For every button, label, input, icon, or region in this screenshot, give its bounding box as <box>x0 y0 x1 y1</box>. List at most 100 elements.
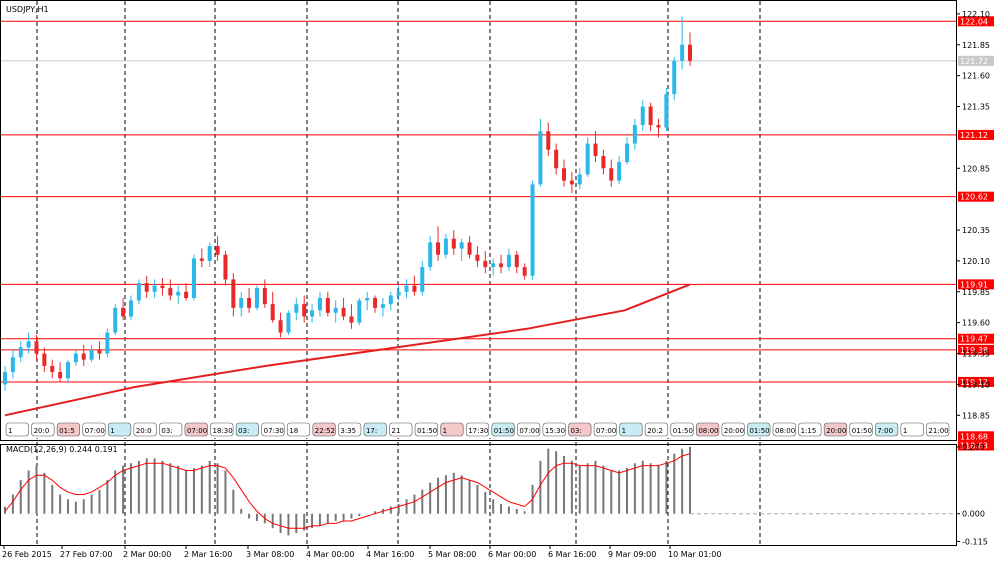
level-price-tag-label: 122.04 <box>960 17 988 26</box>
candle-body <box>664 94 669 128</box>
macd-panel-frame <box>0 444 957 546</box>
time-tick-label: 4 Mar 00:00 <box>306 550 354 559</box>
candle-body <box>436 242 441 255</box>
candle-body <box>310 310 315 317</box>
candle-body <box>65 362 70 379</box>
event-tag <box>823 422 848 437</box>
candle-body <box>554 149 559 169</box>
macd-signal-line <box>4 453 691 529</box>
event-tag <box>747 422 771 437</box>
candle-body <box>609 168 614 181</box>
candle-body <box>373 297 378 308</box>
level-price-tag <box>958 16 994 27</box>
candle-body <box>294 304 299 313</box>
event-tag <box>874 422 899 437</box>
event-tag-label: 17:30 <box>468 427 488 435</box>
event-tag-label: 07:00 <box>596 427 616 435</box>
level-price-tag <box>958 333 994 344</box>
candle-body <box>121 307 126 317</box>
level-price-tag <box>958 440 994 451</box>
moving-average-line <box>4 283 691 417</box>
event-tag-label: 20:00 <box>724 427 744 435</box>
event-tag-label: 20:0 <box>34 427 50 435</box>
event-tag <box>798 422 822 437</box>
candle-body <box>428 242 433 268</box>
event-tag-label: 1 <box>903 427 907 435</box>
price-tick-label: 119.85 <box>962 288 990 297</box>
event-tag <box>593 422 617 437</box>
event-tag-label: 03: <box>238 427 249 435</box>
candle-body <box>483 260 488 268</box>
level-price-tag <box>958 431 994 442</box>
event-tag-label: 03: <box>161 427 172 435</box>
event-tag-label: 3:35 <box>340 427 356 435</box>
event-tag <box>184 422 208 437</box>
candle-body <box>577 174 582 185</box>
level-price-tag-label: 118.63 <box>960 441 988 450</box>
candle-body <box>176 291 181 296</box>
candle-body <box>380 304 385 308</box>
candle-body <box>317 297 322 311</box>
candle-body <box>42 353 47 366</box>
candle-body <box>81 353 86 360</box>
candle-body <box>105 332 110 354</box>
price-tick-label: 121.35 <box>962 103 990 112</box>
candle-body <box>302 304 307 317</box>
candle-body <box>152 285 157 292</box>
candle-body <box>262 288 267 305</box>
candle-body <box>451 238 456 249</box>
candle-body <box>499 263 504 268</box>
time-tick-label: 5 Mar 08:00 <box>428 550 476 559</box>
price-tick-label: 121.60 <box>962 72 990 81</box>
candle-body <box>656 125 661 128</box>
candle-body <box>522 267 527 276</box>
candle-body <box>506 254 511 268</box>
candle-body <box>73 353 78 363</box>
price-tick-label: 120.85 <box>962 164 990 173</box>
candle-body <box>34 341 39 354</box>
event-tag <box>5 422 29 437</box>
candle-body <box>333 307 338 313</box>
level-price-tag <box>958 376 994 387</box>
candle-body <box>396 291 401 296</box>
event-tag <box>849 422 873 437</box>
candle-body <box>514 254 519 268</box>
candle-body <box>18 347 23 358</box>
candle-body <box>388 295 393 305</box>
level-price-tag <box>958 344 994 355</box>
event-tag <box>772 422 796 437</box>
event-tag-label: 22:52 <box>315 427 335 435</box>
candle-body <box>538 131 543 185</box>
candle-body <box>357 300 362 323</box>
event-tag <box>389 422 413 437</box>
candle-body <box>601 155 606 169</box>
event-tag-label: 7:00 <box>877 427 893 435</box>
event-tag <box>619 422 643 437</box>
candle-body <box>136 283 141 301</box>
event-tag <box>312 422 336 437</box>
candle-body <box>239 297 244 308</box>
candle-body <box>254 288 259 308</box>
macd-tick-label: 0.278 <box>962 443 985 452</box>
price-tick-label: 119.10 <box>962 380 990 389</box>
price-panel-frame <box>0 0 957 441</box>
candle-body <box>231 279 236 308</box>
macd-label: MACD(12,26,9) 0.244 0.191 <box>6 445 118 454</box>
event-tag-label: 07:00 <box>85 427 105 435</box>
macd-panel <box>4 446 956 536</box>
candle-body <box>3 372 7 385</box>
event-tag <box>210 422 234 437</box>
event-tag <box>414 422 438 437</box>
candle-body <box>672 60 677 95</box>
event-tag <box>644 422 669 437</box>
event-tag-label: 1 <box>8 427 12 435</box>
event-tag-label: 1 <box>443 427 447 435</box>
level-price-tag <box>958 279 994 290</box>
candle-body <box>530 184 535 276</box>
candle-body <box>10 357 15 373</box>
event-tag-label: 20:00 <box>826 427 846 435</box>
event-tag-label: 01:50 <box>417 427 437 435</box>
candle-body <box>113 307 118 333</box>
candle-body <box>144 283 149 292</box>
